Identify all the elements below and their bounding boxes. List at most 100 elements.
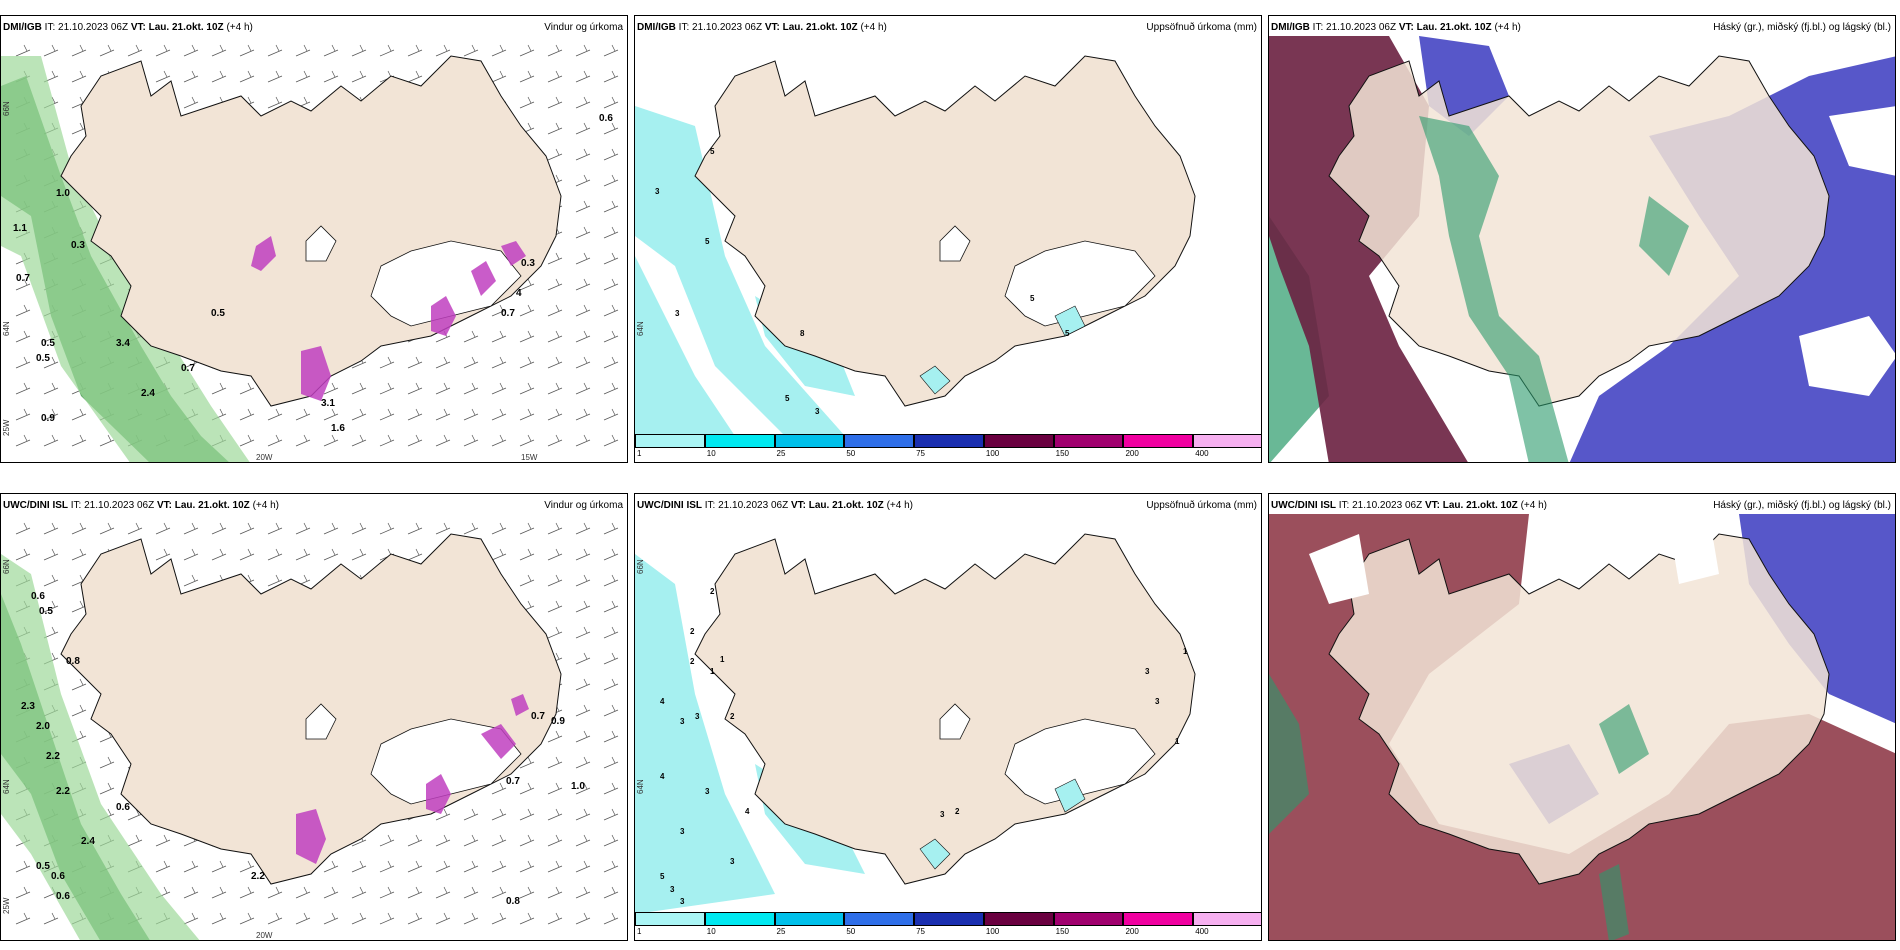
- wind-barb: [239, 548, 255, 561]
- lon-tick-20w: 20W: [256, 453, 273, 462]
- white-glacier-vatnajokull: [1004, 718, 1156, 805]
- panel-wind-precip-dmi: DMI/IGB IT: 21.10.2023 06Z VT: Lau. 21.o…: [0, 15, 628, 463]
- colorbar-swatch: [635, 912, 705, 926]
- precip-green-light: [1, 554, 200, 940]
- wind-barb: [323, 44, 339, 57]
- wind-barb: [407, 834, 423, 847]
- colorbar-tick-label: 1: [637, 449, 642, 458]
- wind-barb: [15, 278, 31, 291]
- wind-barb: [491, 304, 507, 317]
- wind-barb: [15, 304, 31, 317]
- wind-barb: [239, 382, 255, 395]
- wind-barb: [295, 912, 311, 925]
- wind-barb: [435, 808, 451, 821]
- valid-time: Lau. 21.okt. 10Z: [782, 22, 858, 33]
- panel-header: DMI/IGB IT: 21.10.2023 06Z VT: Lau. 21.o…: [1269, 20, 1895, 36]
- wind-barb: [575, 44, 591, 57]
- wind-barb: [239, 860, 255, 873]
- wind-barb: [603, 408, 619, 421]
- wind-barb: [407, 382, 423, 395]
- wind-barb: [491, 522, 507, 535]
- wind-speed-label: 0.7: [531, 711, 545, 722]
- wind-barb: [603, 174, 619, 187]
- wind-barb: [211, 548, 227, 561]
- accum-value-label: 5: [705, 237, 710, 246]
- wind-barb: [15, 356, 31, 369]
- wind-barb: [463, 44, 479, 57]
- wind-barb: [99, 782, 115, 795]
- wind-barb: [295, 522, 311, 535]
- colorbar-swatch: [1053, 912, 1124, 926]
- map-clouds: [1269, 514, 1895, 940]
- wind-barb: [323, 434, 339, 447]
- colorbar-tick-label: 50: [846, 927, 856, 936]
- wind-barb: [603, 252, 619, 265]
- precip-magenta-west: [251, 236, 276, 271]
- accum-value-label: 3: [730, 857, 735, 866]
- lat-tick-66n: 66N: [2, 559, 11, 574]
- init-time: 21.10.2023 06Z: [718, 500, 789, 511]
- wind-barb: [407, 860, 423, 873]
- panel-title: Uppsöfnuð úrkoma (mm): [1146, 22, 1257, 33]
- wind-barb: [575, 96, 591, 109]
- wind-barb: [463, 434, 479, 447]
- accum-value-label: 3: [680, 827, 685, 836]
- init-label: IT:: [1312, 22, 1324, 33]
- wind-barb: [603, 122, 619, 135]
- wind-barb: [239, 44, 255, 57]
- wind-barb: [603, 574, 619, 587]
- wind-barb: [547, 408, 563, 421]
- wind-barb: [575, 626, 591, 639]
- wind-barb: [463, 330, 479, 343]
- wind-barb: [267, 886, 283, 899]
- colorbar-swatch: [1053, 434, 1124, 448]
- panel-accum-precip-dmi: DMI/IGB IT: 21.10.2023 06Z VT: Lau. 21.o…: [634, 15, 1262, 463]
- wind-barb: [463, 356, 479, 369]
- wind-barb: [575, 148, 591, 161]
- white-clear-patches: [1799, 106, 1895, 396]
- lat-tick-64n: 64N: [636, 779, 645, 794]
- accum-value-label: 2: [690, 627, 695, 636]
- wind-speed-label: 0.3: [71, 240, 85, 251]
- wind-speed-label: 0.9: [41, 413, 55, 424]
- wind-barb: [603, 782, 619, 795]
- wind-barb: [183, 44, 199, 57]
- wind-speed-labels: 0.61.01.10.30.70.50.50.53.40.72.40.940.7…: [13, 113, 613, 434]
- wind-barb: [351, 522, 367, 535]
- wind-speed-label: 1.0: [56, 188, 70, 199]
- map-clouds: [1269, 36, 1895, 462]
- accum-value-label: 1: [710, 667, 715, 676]
- lead-time: (+4 h): [1494, 22, 1521, 33]
- wind-barb: [267, 44, 283, 57]
- wind-barb: [575, 912, 591, 925]
- wind-barb: [463, 408, 479, 421]
- precip-colorbar: 1 10 25 50 75 100 150 200 400: [635, 434, 1261, 458]
- wind-barb: [379, 434, 395, 447]
- wind-barb: [519, 356, 535, 369]
- wind-speed-label: 0.6: [56, 891, 70, 902]
- white-glacier-langjokull: [939, 225, 971, 262]
- wind-barb: [603, 834, 619, 847]
- wind-barb: [575, 782, 591, 795]
- lead-time: (+4 h): [860, 22, 887, 33]
- wind-barb: [43, 912, 59, 925]
- wind-barb: [435, 434, 451, 447]
- wind-speed-label: 2.2: [251, 871, 265, 882]
- wind-barb: [323, 548, 339, 561]
- accum-value-label: 3: [940, 810, 945, 819]
- wind-barb: [71, 122, 87, 135]
- valid-label: VT:: [1424, 500, 1440, 511]
- wind-barb: [491, 434, 507, 447]
- wind-barb: [379, 408, 395, 421]
- wind-barb: [603, 860, 619, 873]
- wind-barb: [155, 522, 171, 535]
- panel-title: Háský (gr.), miðský (fj.bl.) og lágský (…: [1713, 500, 1891, 511]
- wind-speed-label: 0.5: [39, 606, 53, 617]
- colorbar-tick-label: 1: [637, 927, 642, 936]
- wind-barb: [351, 382, 367, 395]
- wind-barb: [547, 626, 563, 639]
- wind-barb: [603, 200, 619, 213]
- panel-title: Vindur og úrkoma: [544, 500, 623, 511]
- colorbar-tick-label: 400: [1195, 449, 1209, 458]
- accum-value-label: 5: [1065, 329, 1070, 338]
